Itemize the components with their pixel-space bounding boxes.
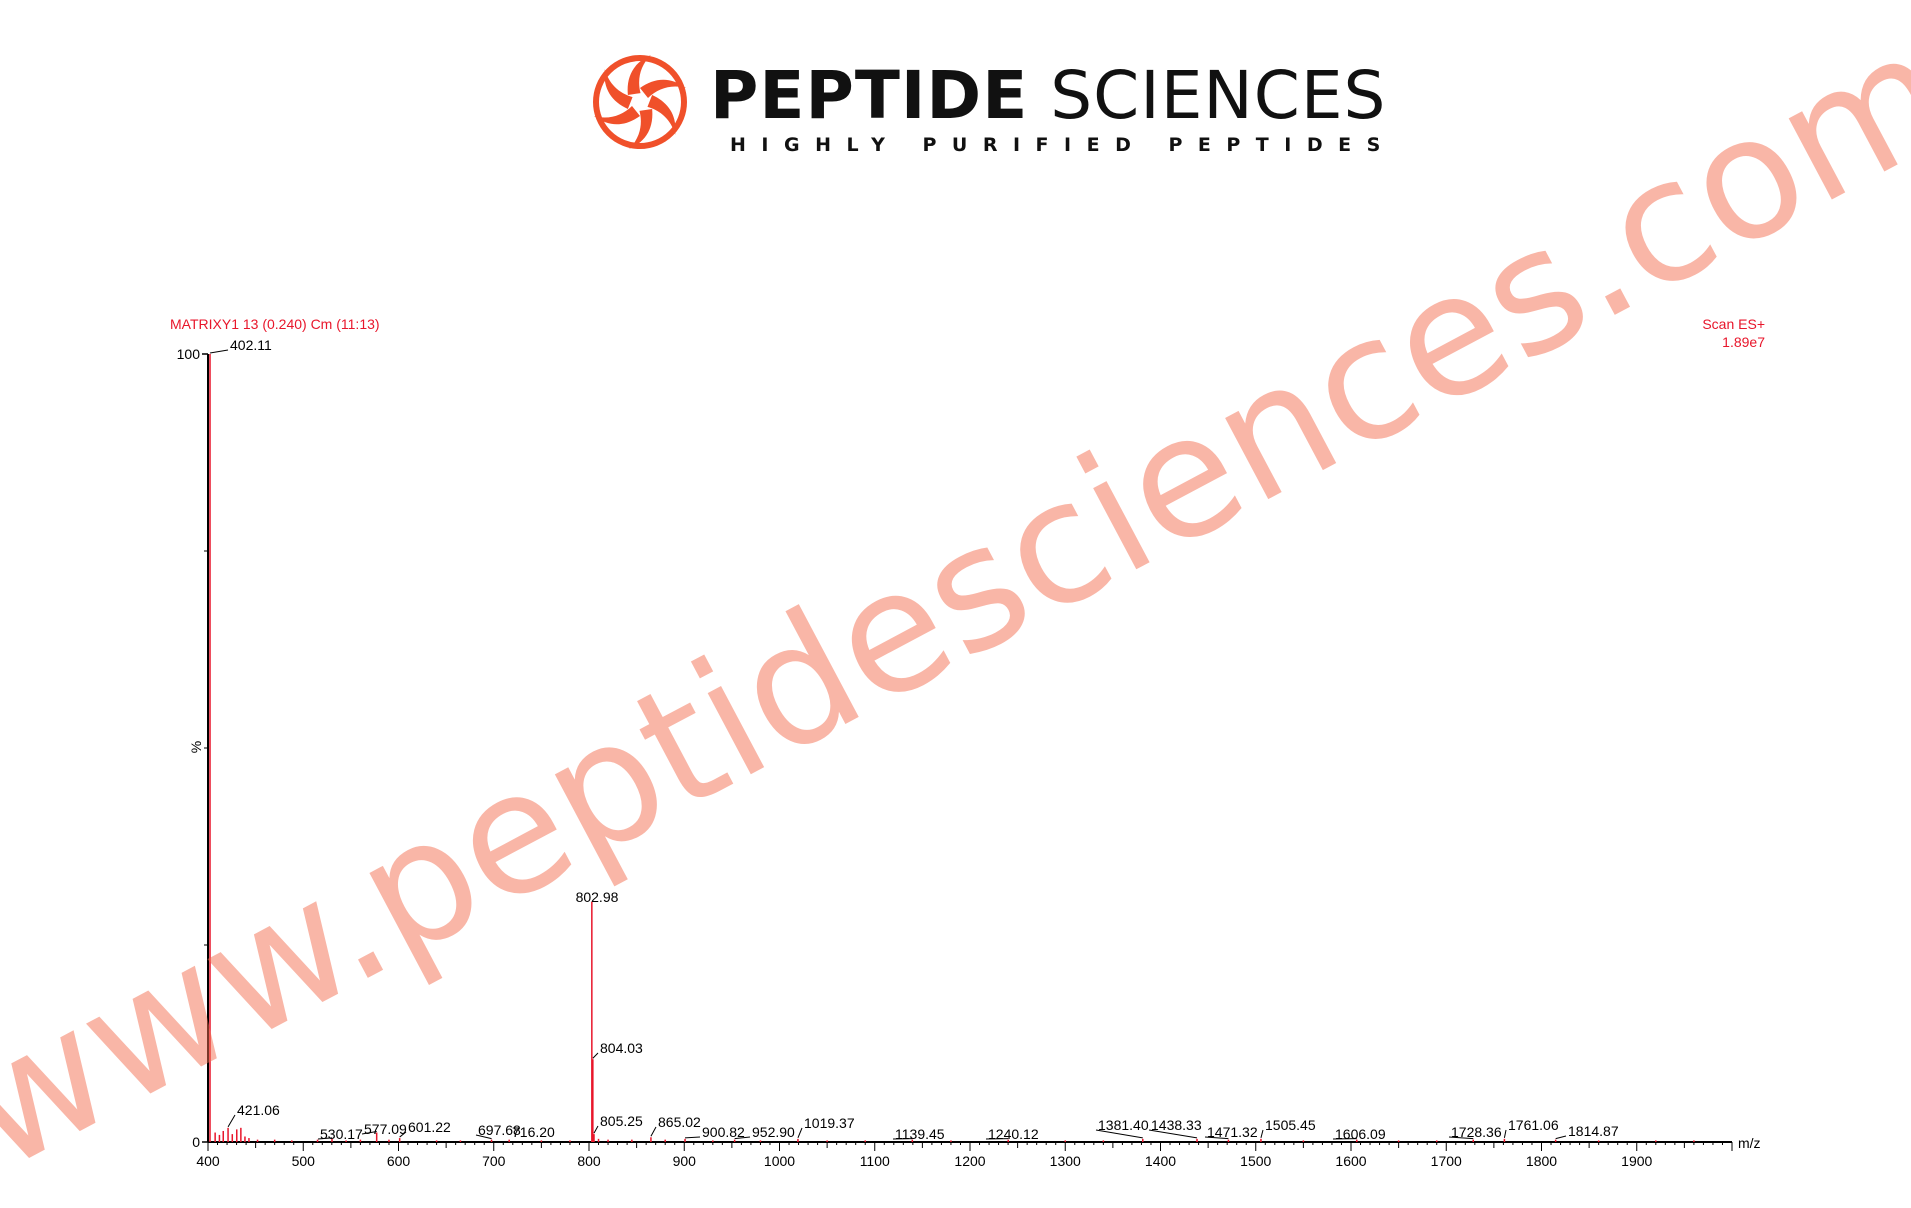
peak-label-leader	[798, 1128, 802, 1138]
peak-label: 1505.45	[1265, 1117, 1316, 1133]
peak-label: 1606.09	[1335, 1126, 1386, 1142]
chart-title: MATRIXY1 13 (0.240) Cm (11:13)	[170, 316, 380, 332]
peak-label: 805.25	[600, 1113, 643, 1129]
peak-label: 1019.37	[804, 1115, 855, 1131]
peak-label: 1728.36	[1451, 1124, 1502, 1140]
peak-label-leader	[1504, 1130, 1506, 1138]
x-tick-label: 1400	[1145, 1153, 1176, 1169]
peak-label: 577.09	[364, 1121, 407, 1137]
x-tick-label: 1800	[1526, 1153, 1557, 1169]
peak-label: 802.98	[576, 889, 619, 905]
peak-label: 716.20	[512, 1124, 555, 1140]
peak-label: 421.06	[237, 1102, 280, 1118]
peak-label: 804.03	[600, 1040, 643, 1056]
scan-mode-label: Scan ES+	[1702, 316, 1765, 332]
peak-label: 530.17	[320, 1126, 363, 1142]
peak-label: 865.02	[658, 1114, 701, 1130]
x-tick-label: 1100	[860, 1153, 890, 1169]
x-ticks: 400 500 600 700 800 900 1000 1100 1200 1300 1400 15…	[196, 1142, 1732, 1169]
peak-label: 1471.32	[1207, 1124, 1258, 1140]
x-tick-label: 1500	[1240, 1153, 1271, 1169]
peak-label-leader	[593, 1053, 598, 1058]
y-axis-label: %	[188, 741, 204, 753]
peak-label: 952.90	[752, 1124, 795, 1140]
peak-label-leader	[1556, 1136, 1566, 1139]
x-tick-label: 1300	[1050, 1153, 1081, 1169]
base-intensity-label: 1.89e7	[1722, 334, 1765, 350]
x-tick-label: 600	[387, 1153, 411, 1169]
peak-label: 900.82	[702, 1124, 745, 1140]
x-tick-label: 1700	[1431, 1153, 1462, 1169]
x-tick-label: 1600	[1335, 1153, 1366, 1169]
peak-label-leader	[1261, 1130, 1263, 1138]
peak-label: 1438.33	[1151, 1117, 1202, 1133]
peak-label: 1761.06	[1508, 1117, 1559, 1133]
peak-label-leader	[210, 350, 228, 353]
x-tick-label: 1000	[764, 1153, 795, 1169]
peak-label-leader	[228, 1115, 235, 1127]
y-tick-label: 0	[192, 1134, 200, 1150]
peak-label-leader	[685, 1137, 700, 1138]
x-tick-label: 700	[482, 1153, 506, 1169]
x-tick-label: 500	[292, 1153, 316, 1169]
peak-label: 1381.40	[1098, 1117, 1149, 1133]
x-tick-label: 1200	[954, 1153, 985, 1169]
x-tick-label: 800	[577, 1153, 601, 1169]
x-axis-label: m/z	[1738, 1135, 1761, 1151]
peak-label: 1240.12	[988, 1126, 1039, 1142]
spectrum-peaks	[210, 354, 1694, 1142]
peak-label: 1814.87	[1568, 1123, 1619, 1139]
peak-labels: 402.11 802.98 804.03 421.06 805.25 577.09530.…	[210, 337, 1619, 1142]
x-tick-label: 900	[673, 1153, 697, 1169]
peak-label: 1139.45	[895, 1126, 945, 1142]
peak-label: 402.11	[230, 337, 272, 353]
peak-label-leader	[651, 1127, 656, 1136]
x-tick-label: 400	[196, 1153, 220, 1169]
y-tick-label: 100	[177, 346, 201, 362]
peak-label-leader	[594, 1126, 598, 1133]
peak-label: 601.22	[408, 1119, 451, 1135]
x-tick-label: 1900	[1621, 1153, 1652, 1169]
